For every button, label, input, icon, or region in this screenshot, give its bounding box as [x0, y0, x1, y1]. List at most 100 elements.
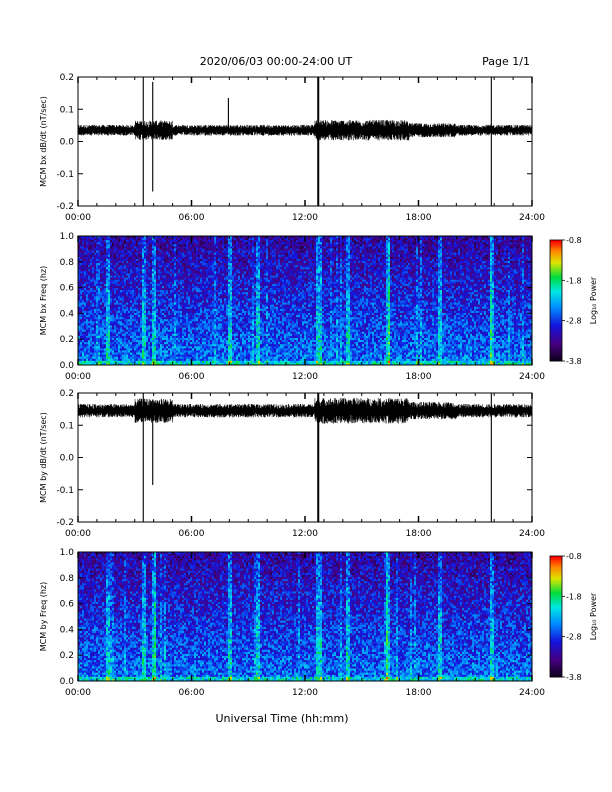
- heatmap-cell: [190, 307, 192, 309]
- heatmap-cell: [204, 342, 206, 344]
- heatmap-cell: [142, 278, 144, 280]
- heatmap-cell: [184, 301, 186, 303]
- heatmap-cell: [128, 317, 130, 319]
- heatmap-cell: [132, 346, 134, 348]
- heatmap-cell: [174, 290, 176, 292]
- heatmap-cell: [108, 282, 110, 284]
- heatmap-cell: [96, 353, 98, 355]
- heatmap-cell: [174, 330, 176, 332]
- heatmap-cell: [180, 359, 182, 361]
- heatmap-cell: [210, 280, 212, 282]
- heatmap-cell: [144, 238, 146, 240]
- heatmap-cell: [114, 313, 116, 315]
- heatmap-cell: [104, 328, 106, 330]
- heatmap-cell: [82, 269, 84, 271]
- heatmap-cell: [88, 278, 90, 280]
- heatmap-cell: [112, 255, 114, 257]
- heatmap-cell: [192, 309, 194, 311]
- heatmap-cell: [230, 350, 232, 352]
- heatmap-cell: [168, 305, 170, 307]
- heatmap-cell: [174, 340, 176, 342]
- heatmap-cell: [126, 344, 128, 346]
- heatmap-cell: [176, 286, 178, 288]
- heatmap-cell: [106, 309, 108, 311]
- heatmap-cell: [134, 319, 136, 321]
- heatmap-cell: [126, 338, 128, 340]
- heatmap-cell: [108, 259, 110, 261]
- heatmap-cell: [228, 328, 230, 330]
- heatmap-cell: [192, 346, 194, 348]
- heatmap-cell: [198, 271, 200, 273]
- heatmap-cell: [114, 253, 116, 255]
- heatmap-cell: [168, 253, 170, 255]
- heatmap-cell: [200, 344, 202, 346]
- heatmap-cell: [116, 253, 118, 255]
- heatmap-cell: [220, 271, 222, 273]
- heatmap-cell: [144, 284, 146, 286]
- heatmap-cell: [200, 294, 202, 296]
- heatmap-cell: [192, 284, 194, 286]
- heatmap-cell: [106, 307, 108, 309]
- heatmap-cell: [212, 257, 214, 259]
- heatmap-cell: [220, 319, 222, 321]
- heatmap-cell: [90, 273, 92, 275]
- heatmap-cell: [214, 303, 216, 305]
- heatmap-cell: [126, 315, 128, 317]
- heatmap-cell: [158, 263, 160, 265]
- heatmap-cell: [126, 330, 128, 332]
- heatmap-cell: [90, 263, 92, 265]
- heatmap-cell: [100, 350, 102, 352]
- heatmap-cell: [112, 334, 114, 336]
- heatmap-cell: [144, 246, 146, 248]
- heatmap-cell: [96, 248, 98, 250]
- heatmap-cell: [200, 350, 202, 352]
- heatmap-cell: [136, 284, 138, 286]
- heatmap-cell: [132, 321, 134, 323]
- heatmap-cell: [150, 257, 152, 259]
- heatmap-cell: [204, 271, 206, 273]
- heatmap-cell: [104, 265, 106, 267]
- heatmap-cell: [218, 348, 220, 350]
- heatmap-cell: [102, 276, 104, 278]
- heatmap-cell: [234, 355, 236, 357]
- heatmap-cell: [84, 240, 86, 242]
- heatmap-cell: [88, 248, 90, 250]
- heatmap-cell: [182, 334, 184, 336]
- heatmap-cell: [134, 325, 136, 327]
- heatmap-cell: [220, 261, 222, 263]
- heatmap-cell: [176, 282, 178, 284]
- heatmap-cell: [202, 342, 204, 344]
- heatmap-cell: [126, 271, 128, 273]
- heatmap-cell: [206, 321, 208, 323]
- heatmap-cell: [108, 321, 110, 323]
- heatmap-cell: [98, 357, 100, 359]
- heatmap-cell: [178, 303, 180, 305]
- heatmap-cell: [102, 353, 104, 355]
- heatmap-cell: [134, 346, 136, 348]
- heatmap-cell: [190, 346, 192, 348]
- heatmap-cell: [92, 273, 94, 275]
- heatmap-cell: [186, 267, 188, 269]
- heatmap-cell: [90, 251, 92, 253]
- heatmap-cell: [186, 338, 188, 340]
- heatmap-cell: [158, 242, 160, 244]
- heatmap-cell: [168, 276, 170, 278]
- heatmap-cell: [98, 276, 100, 278]
- x-tick-label: 18:00: [406, 213, 432, 223]
- heatmap-cell: [98, 315, 100, 317]
- heatmap-cell: [214, 338, 216, 340]
- heatmap-cell: [178, 307, 180, 309]
- heatmap-cell: [164, 259, 166, 261]
- heatmap-cell: [134, 353, 136, 355]
- heatmap-cell: [150, 259, 152, 261]
- heatmap-cell: [190, 342, 192, 344]
- heatmap-cell: [190, 317, 192, 319]
- heatmap-cell: [232, 278, 234, 280]
- heatmap-cell: [138, 273, 140, 275]
- heatmap-cell: [196, 307, 198, 309]
- heatmap-cell: [152, 278, 154, 280]
- heatmap-cell: [168, 298, 170, 300]
- heatmap-cell: [154, 298, 156, 300]
- heatmap-cell: [216, 330, 218, 332]
- heatmap-cell: [100, 342, 102, 344]
